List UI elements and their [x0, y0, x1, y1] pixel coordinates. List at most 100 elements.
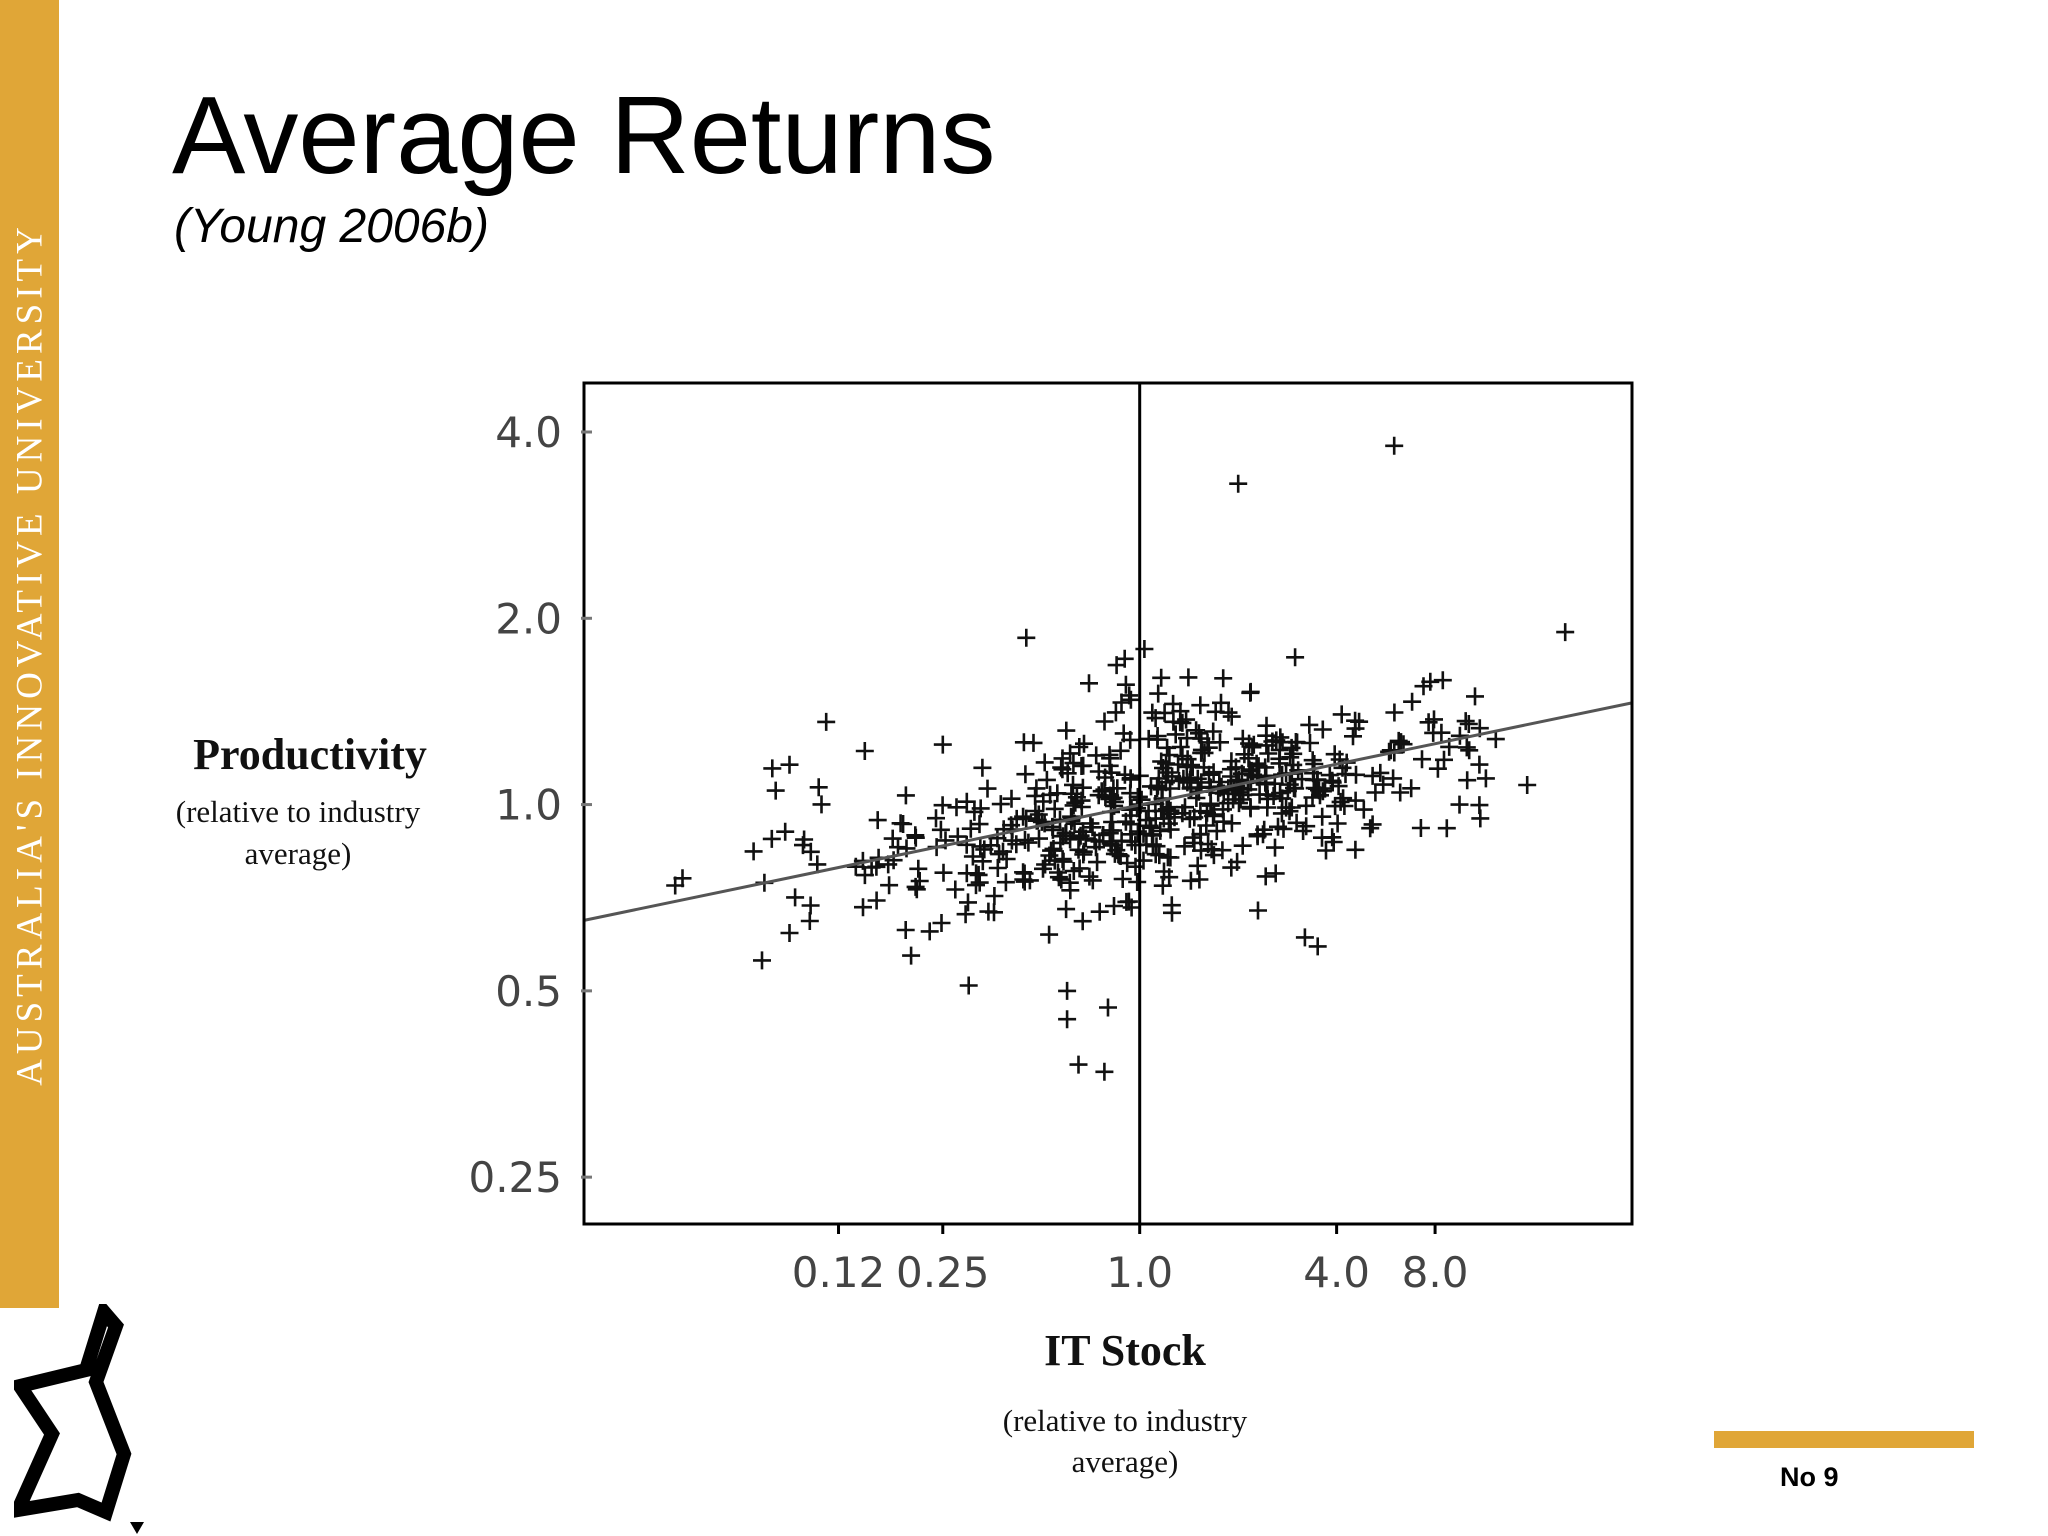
data-point — [978, 779, 997, 798]
x-tick-label: 4.0 — [1303, 1248, 1370, 1297]
data-point — [1241, 682, 1260, 701]
data-point — [800, 912, 819, 930]
y-tick-label: 2.0 — [495, 594, 562, 643]
data-point — [1385, 436, 1404, 455]
data-point — [1207, 822, 1226, 841]
data-point — [1169, 755, 1188, 774]
data-point — [1184, 828, 1203, 847]
data-point — [1437, 819, 1456, 838]
data-point — [896, 921, 915, 939]
data-point — [1161, 801, 1180, 820]
data-point — [1460, 741, 1479, 760]
data-point — [1346, 719, 1365, 738]
data-point — [1040, 925, 1059, 944]
data-point — [1128, 788, 1147, 806]
data-point — [1363, 815, 1382, 834]
data-point — [1161, 848, 1180, 867]
data-point — [1191, 696, 1210, 715]
data-point — [1366, 783, 1385, 802]
data-point — [1178, 750, 1197, 769]
data-point — [1139, 802, 1158, 820]
data-point — [1163, 903, 1181, 922]
data-point — [1054, 852, 1073, 871]
y-tick-label: 0.5 — [495, 967, 562, 1016]
data-point — [1332, 705, 1351, 724]
data-point — [1159, 763, 1178, 782]
data-point — [780, 755, 799, 774]
data-point — [809, 778, 828, 797]
data-point — [896, 786, 915, 805]
data-point — [1164, 694, 1183, 713]
data-point — [1100, 745, 1119, 764]
data-point — [1148, 776, 1167, 795]
data-point — [1188, 769, 1207, 788]
data-point — [1180, 809, 1199, 828]
data-point — [1161, 779, 1180, 798]
data-point — [1384, 769, 1403, 788]
data-point — [1155, 703, 1174, 722]
data-point — [1230, 794, 1248, 813]
data-point — [956, 905, 975, 924]
data-point — [1106, 703, 1125, 722]
data-point — [1191, 802, 1210, 821]
y-axis-label: Productivity — [193, 730, 427, 779]
data-point — [1017, 809, 1036, 828]
data-point — [1222, 707, 1241, 726]
footer-accent-bar — [1714, 1431, 1974, 1448]
data-point — [1371, 763, 1390, 782]
data-point — [957, 792, 976, 811]
data-point — [1266, 838, 1284, 857]
data-point — [1222, 814, 1241, 833]
data-point — [1177, 710, 1196, 729]
data-point — [906, 828, 925, 847]
data-point — [1073, 912, 1092, 931]
data-point — [1037, 770, 1056, 789]
x-tick-label: 0.25 — [896, 1248, 990, 1297]
data-point — [1073, 778, 1092, 797]
data-point — [965, 802, 984, 821]
data-point — [1518, 776, 1537, 794]
fit-line — [583, 701, 1633, 922]
data-point — [1113, 870, 1132, 888]
y-axis-sublabel-line-2: average) — [245, 836, 352, 871]
data-point — [1101, 834, 1120, 853]
data-point — [1214, 669, 1233, 688]
x-tick-label: 8.0 — [1402, 1248, 1469, 1297]
data-point — [1231, 790, 1250, 809]
data-point — [1211, 733, 1229, 752]
data-point — [817, 712, 836, 731]
data-point — [1035, 753, 1054, 772]
data-point — [1088, 853, 1107, 872]
data-point — [1036, 855, 1055, 874]
data-point — [1166, 725, 1185, 744]
data-point — [1064, 796, 1083, 815]
data-point — [1071, 826, 1090, 845]
data-point — [1069, 1055, 1088, 1074]
data-point — [1024, 733, 1043, 752]
data-point — [1277, 798, 1296, 817]
data-point — [1204, 763, 1223, 782]
data-point — [1486, 730, 1505, 749]
data-point — [1264, 787, 1283, 805]
data-point — [1016, 831, 1034, 849]
data-point — [1061, 744, 1080, 763]
data-point — [1228, 852, 1247, 871]
data-point — [1014, 807, 1033, 826]
x-tick-label: 1.0 — [1106, 1248, 1173, 1297]
data-point — [967, 864, 986, 883]
data-point — [1095, 1062, 1114, 1081]
data-point — [1061, 881, 1080, 900]
data-point — [1256, 867, 1275, 886]
data-point — [1249, 901, 1267, 920]
uts-star-logo-icon — [14, 1304, 144, 1534]
data-point — [1335, 797, 1354, 815]
data-point — [1466, 687, 1484, 706]
data-point — [1191, 825, 1210, 844]
data-point — [1266, 864, 1285, 883]
data-point — [957, 835, 976, 854]
data-point — [867, 891, 886, 910]
data-point — [1080, 867, 1099, 886]
data-point — [1458, 771, 1477, 790]
data-point — [1053, 760, 1072, 779]
data-point — [1105, 897, 1123, 915]
